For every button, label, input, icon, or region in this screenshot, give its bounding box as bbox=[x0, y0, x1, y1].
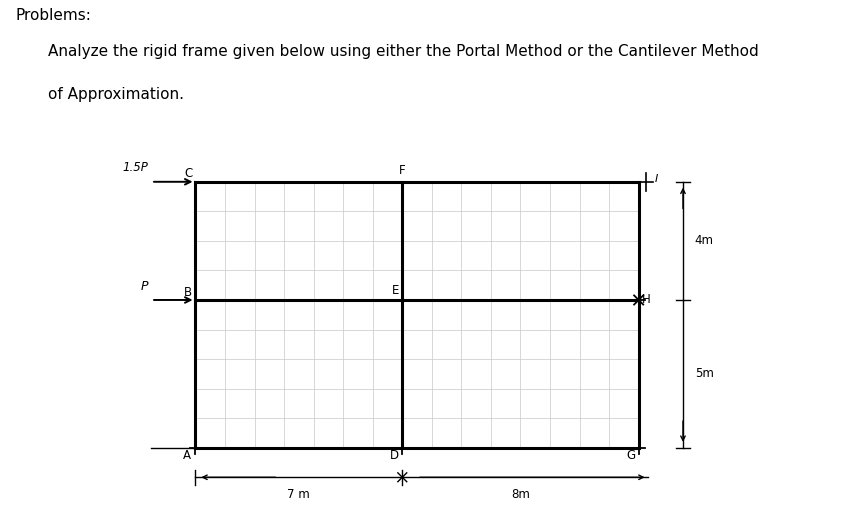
Text: 5m: 5m bbox=[694, 367, 714, 380]
Text: 4m: 4m bbox=[694, 234, 714, 248]
Text: P: P bbox=[140, 280, 148, 293]
Text: I: I bbox=[655, 174, 658, 184]
Text: C: C bbox=[185, 167, 192, 180]
Text: F: F bbox=[400, 165, 406, 177]
Text: G: G bbox=[627, 449, 636, 462]
Text: A: A bbox=[183, 449, 191, 462]
Text: 8m: 8m bbox=[511, 488, 530, 500]
Text: of Approximation.: of Approximation. bbox=[48, 87, 184, 102]
Text: E: E bbox=[392, 284, 400, 297]
Text: H: H bbox=[642, 294, 651, 306]
Text: Problems:: Problems: bbox=[16, 8, 92, 23]
Text: 1.5P: 1.5P bbox=[122, 161, 148, 175]
Text: B: B bbox=[185, 286, 192, 298]
Text: D: D bbox=[390, 449, 400, 462]
Text: 7 m: 7 m bbox=[288, 488, 310, 500]
Text: Analyze the rigid frame given below using either the Portal Method or the Cantil: Analyze the rigid frame given below usin… bbox=[48, 44, 759, 59]
